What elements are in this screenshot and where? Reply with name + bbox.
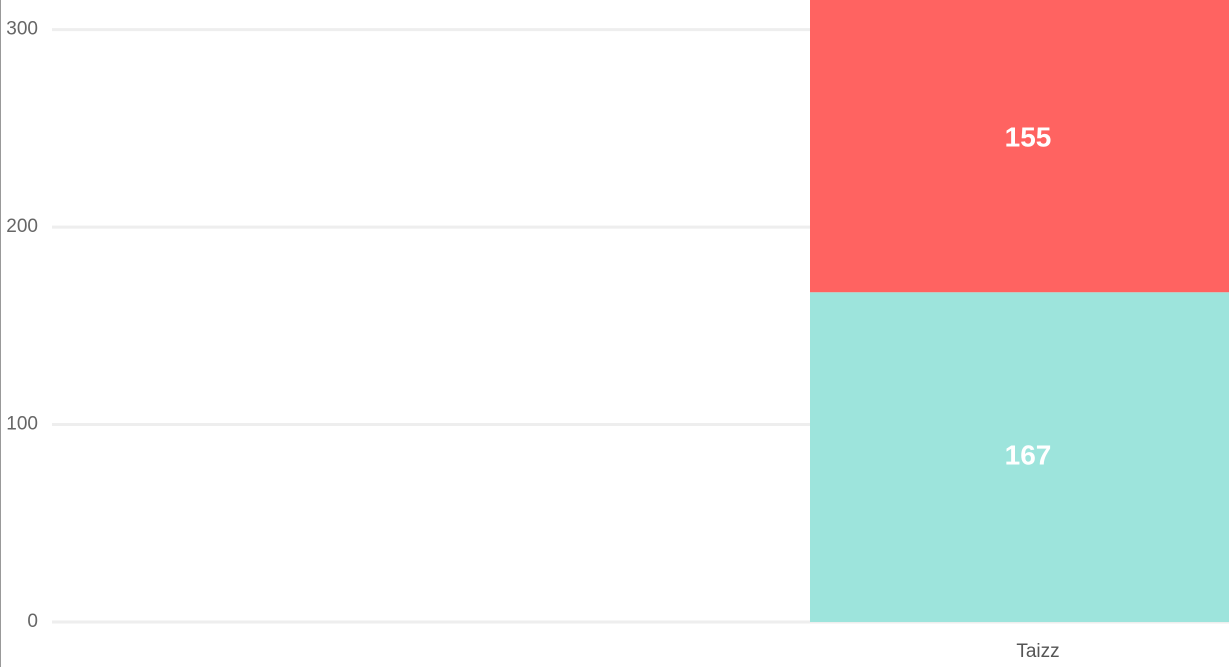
bar-segment <box>810 0 1229 293</box>
bar-segment <box>810 292 1229 622</box>
x-tick-label: Taizz <box>1016 641 1059 662</box>
data-label: 155 <box>1005 122 1052 153</box>
data-label: 167 <box>1005 440 1052 471</box>
y-tick-label: 100 <box>6 414 38 435</box>
y-tick-label: 200 <box>6 216 38 237</box>
y-tick-label: 0 <box>27 611 38 632</box>
y-tick-label: 300 <box>6 19 38 40</box>
